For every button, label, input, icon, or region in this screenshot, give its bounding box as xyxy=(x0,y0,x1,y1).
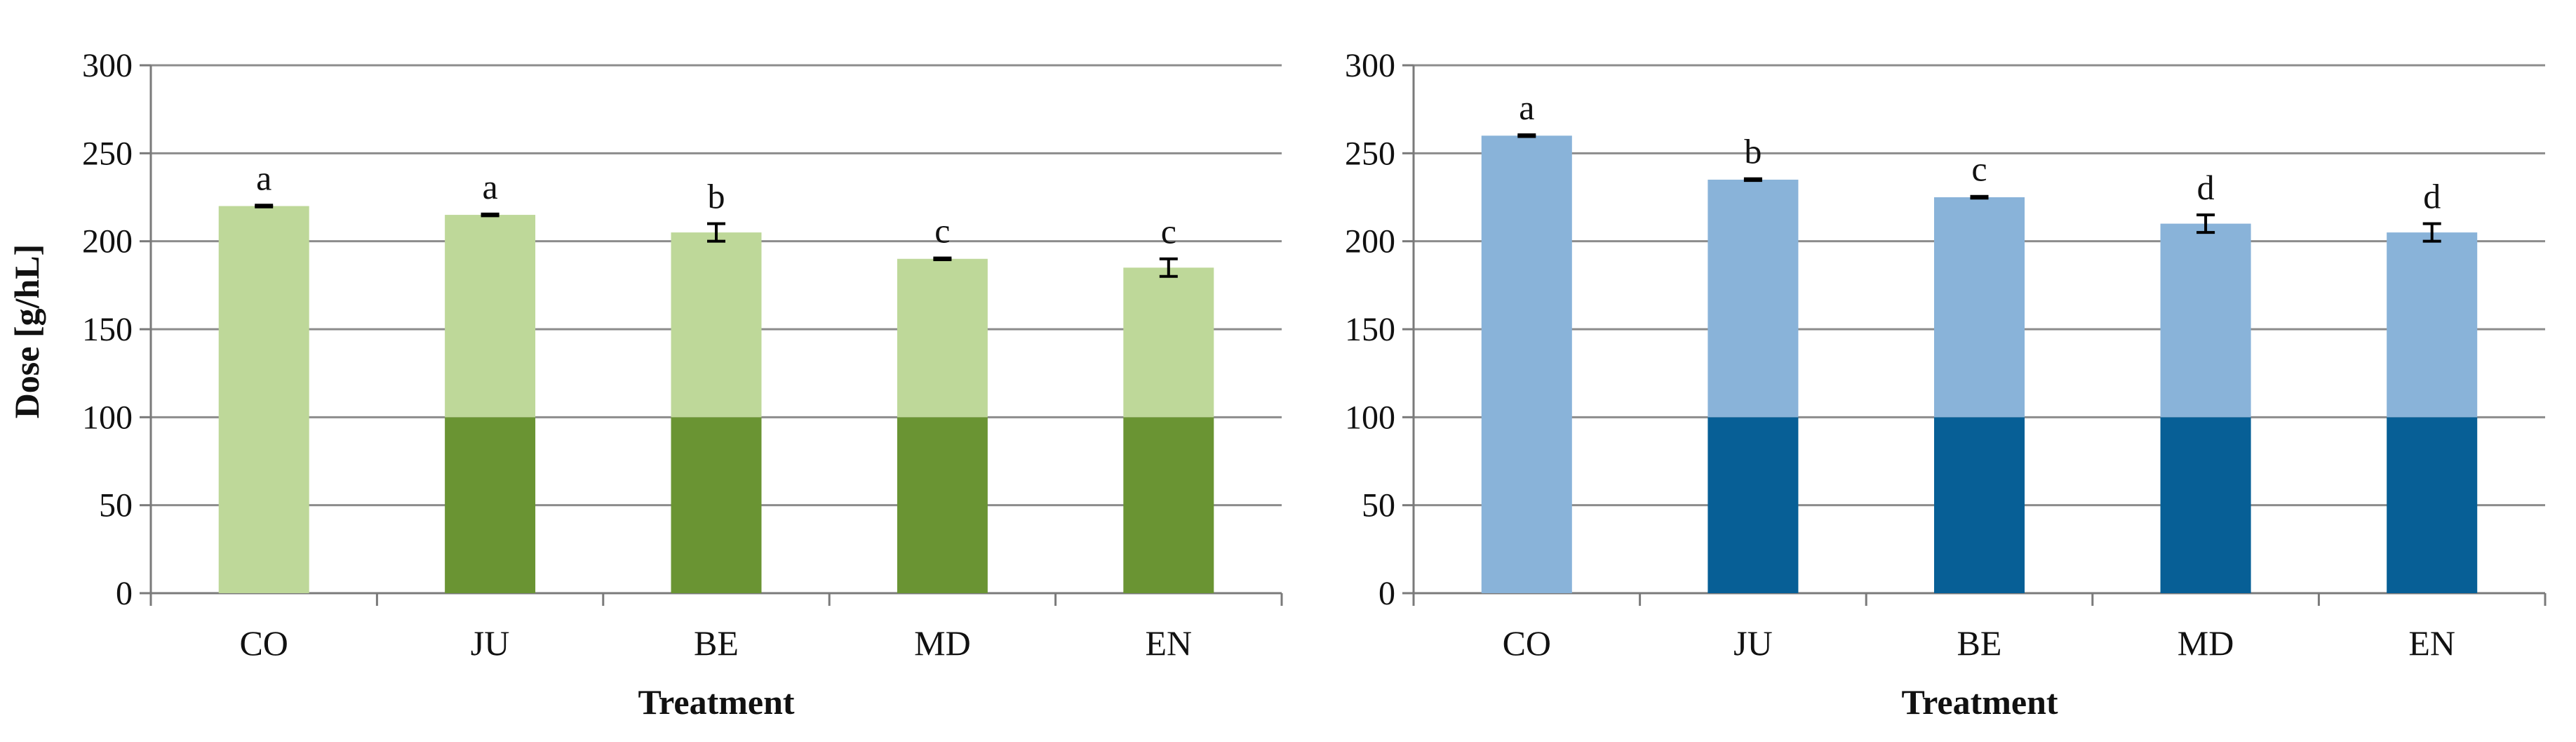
bar-segment-top xyxy=(1708,179,1799,418)
significance-letter: d xyxy=(2423,177,2441,216)
x-tick-label: JU xyxy=(1733,623,1773,663)
y-tick-label: 100 xyxy=(1345,399,1395,436)
x-tick-label: JU xyxy=(471,623,510,663)
y-tick-label: 300 xyxy=(82,47,133,84)
significance-letter: b xyxy=(708,177,725,216)
y-tick-label: 50 xyxy=(99,487,133,524)
bar-segment-base xyxy=(671,417,762,593)
x-tick-label: EN xyxy=(1145,623,1192,663)
x-tick-label: BE xyxy=(1957,623,2002,663)
x-tick-label: EN xyxy=(2408,623,2455,663)
x-tick-label: BE xyxy=(694,623,739,663)
y-tick-label: 150 xyxy=(1345,311,1395,348)
y-tick-label: 100 xyxy=(82,399,133,436)
bar-segment-top xyxy=(671,232,762,418)
significance-letter: c xyxy=(1161,212,1176,251)
bar-segment-base xyxy=(2387,417,2478,593)
y-tick-label: 300 xyxy=(1345,47,1395,84)
bar-segment-top xyxy=(445,215,536,418)
bar-segment-top xyxy=(897,258,988,418)
significance-letter: d xyxy=(2197,168,2215,207)
y-tick-label: 250 xyxy=(1345,135,1395,172)
y-tick-label: 200 xyxy=(82,223,133,260)
y-tick-label: 50 xyxy=(1362,487,1395,524)
x-axis-title: Treatment xyxy=(1901,682,2058,722)
x-axis-title: Treatment xyxy=(638,682,794,722)
bar-segment-base xyxy=(1933,417,2025,593)
significance-letter: c xyxy=(934,211,950,250)
significance-letter: c xyxy=(1971,150,1987,189)
y-tick-label: 250 xyxy=(82,135,133,172)
x-tick-label: MD xyxy=(2178,623,2234,663)
y-tick-label: 0 xyxy=(1378,575,1395,612)
bar-segment-top xyxy=(1123,267,1214,418)
bar-segment-top xyxy=(2387,232,2478,418)
x-tick-label: MD xyxy=(914,623,971,663)
x-tick-label: CO xyxy=(1503,623,1551,663)
y-tick-label: 150 xyxy=(82,311,133,348)
bar-segment-base xyxy=(2160,417,2251,593)
bar-segment-base xyxy=(445,417,536,593)
bar-segment-top xyxy=(218,206,309,593)
y-tick-label: 0 xyxy=(116,575,133,612)
y-tick-label: 200 xyxy=(1345,223,1395,260)
bar-segment-top xyxy=(1481,135,1572,593)
significance-letter: b xyxy=(1744,132,1762,171)
significance-letter: a xyxy=(482,167,497,206)
bar-segment-base xyxy=(1123,417,1214,593)
bar-segment-top xyxy=(2160,223,2251,418)
significance-letter: a xyxy=(1519,88,1534,127)
bar-segment-top xyxy=(1933,197,2025,418)
bar-segment-base xyxy=(897,417,988,593)
x-tick-label: CO xyxy=(239,623,288,663)
bar-segment-base xyxy=(1708,417,1799,593)
y-axis-title: Dose [g/hL] xyxy=(7,244,46,419)
significance-letter: a xyxy=(256,158,271,197)
